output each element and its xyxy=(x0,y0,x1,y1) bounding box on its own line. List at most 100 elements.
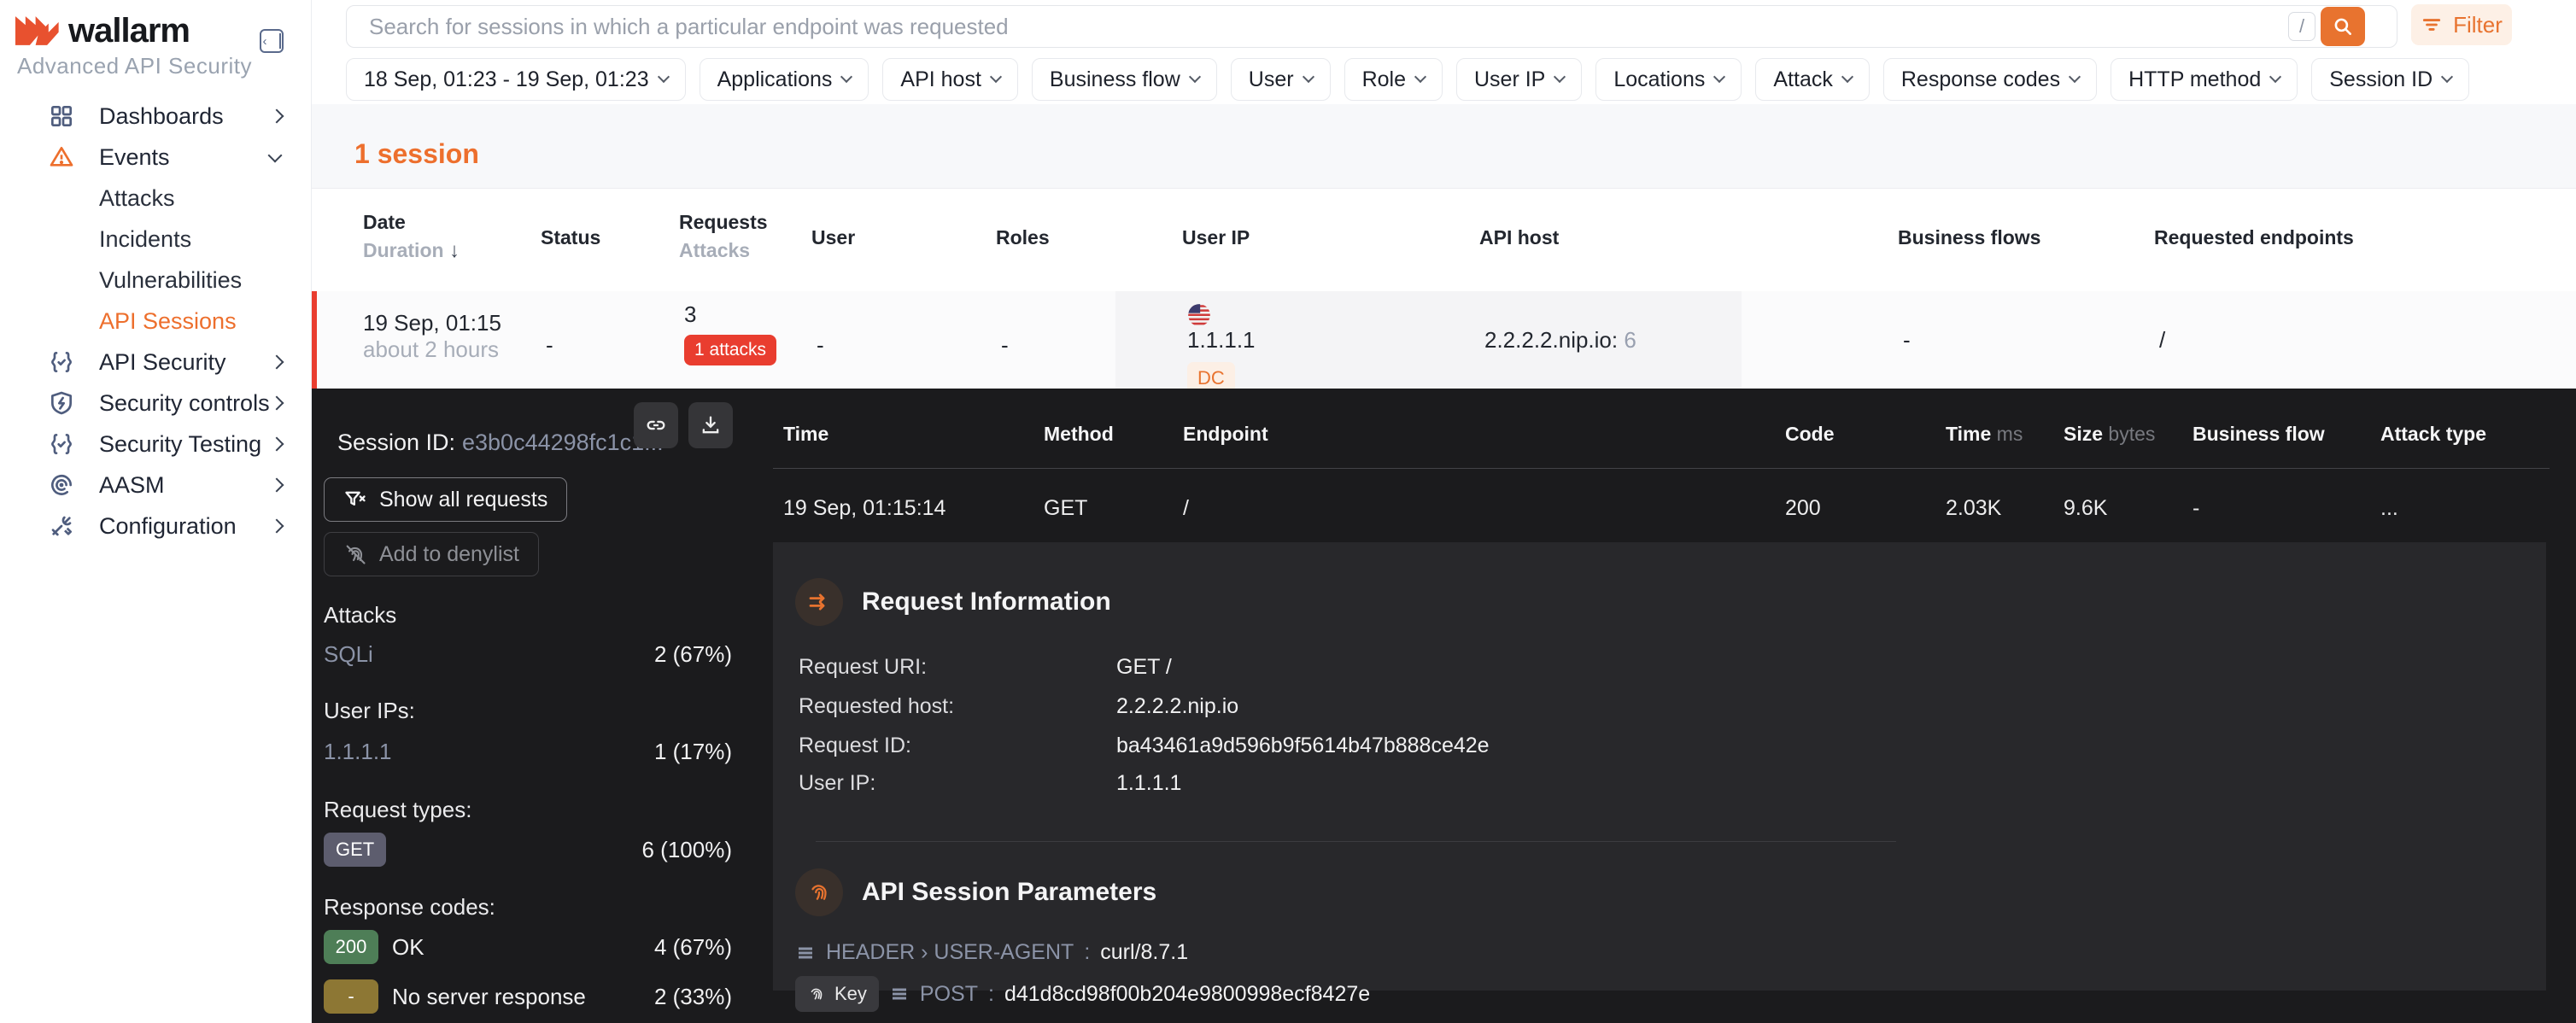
kv-label: User IP: xyxy=(799,771,876,795)
filter-pill-response-codes[interactable]: Response codes xyxy=(1882,58,2098,101)
sidebar-item-vulnerabilities[interactable]: Vulnerabilities xyxy=(0,260,312,301)
param-separator: : xyxy=(1084,940,1091,964)
sidebar-item-attacks[interactable]: Attacks xyxy=(0,178,312,219)
status-code-badge: 200 xyxy=(324,930,378,964)
download-button[interactable] xyxy=(688,402,733,448)
sidebar-item-aasm[interactable]: AASM xyxy=(0,465,312,506)
rq-cell-attack-type: ... xyxy=(2380,496,2398,520)
cell-api-host: 2.2.2.2.nip.io: 6 xyxy=(1484,327,1636,353)
col-header-sublabel: Attacks xyxy=(679,239,751,261)
attacks-badge[interactable]: 1 attacks xyxy=(684,335,777,365)
col-header-requested-endpoints[interactable]: Requested endpoints xyxy=(2154,226,2354,249)
param-path: HEADER › USER-AGENT xyxy=(826,940,1074,964)
chevron-right-icon xyxy=(269,354,284,370)
sidebar-item-configuration[interactable]: Configuration xyxy=(0,506,312,547)
kv-value: 1.1.1.1 xyxy=(1116,771,1182,795)
col-header-date[interactable]: Date Duration xyxy=(363,211,460,263)
rq-col-size: Size bytes xyxy=(2064,423,2156,445)
sidebar-item-security-testing[interactable]: Security Testing xyxy=(0,424,312,465)
divider xyxy=(816,841,1896,842)
fingerprint-icon xyxy=(795,868,843,916)
status-code-value: 4 (67%) xyxy=(653,933,732,960)
request-detail-panel: Request Information Request URI: GET / R… xyxy=(773,542,2546,1012)
filter-pill-date-range[interactable]: 18 Sep, 01:23 - 19 Sep, 01:23 xyxy=(346,58,686,101)
kv-label: Request URI: xyxy=(799,655,928,679)
col-header-roles[interactable]: Roles xyxy=(996,226,1050,249)
wallarm-logo[interactable]: wallarm xyxy=(15,9,190,53)
request-row[interactable]: 19 Sep, 01:15:14 GET / 200 2.03K 9.6K - … xyxy=(773,469,2550,552)
sidebar-item-dashboards[interactable]: Dashboards xyxy=(0,96,312,137)
filter-pill-session-id[interactable]: Session ID xyxy=(2311,58,2470,101)
sidebar-item-api-sessions[interactable]: API Sessions xyxy=(0,301,312,342)
us-flag-icon xyxy=(1188,304,1210,326)
user-ip-stat-row[interactable]: 1.1.1.1 1 (17%) xyxy=(324,739,732,765)
filter-pill-role[interactable]: Role xyxy=(1344,58,1443,101)
attack-value: 2 (67%) xyxy=(653,641,732,667)
filter-button-label: Filter xyxy=(2453,11,2503,38)
search-button[interactable] xyxy=(2321,7,2365,46)
col-header-label: User xyxy=(811,226,856,248)
sort-desc-icon[interactable] xyxy=(449,239,460,261)
sidebar-collapse-icon[interactable]: ‹ xyxy=(260,29,284,53)
cell-user-ip: 1.1.1.1 DC xyxy=(1187,303,1256,395)
col-header-api-host[interactable]: API host xyxy=(1479,226,1559,249)
show-all-requests-label: Show all requests xyxy=(379,487,548,512)
filter-pill-api-host[interactable]: API host xyxy=(882,58,1018,101)
session-param-row[interactable]: HEADER › USER-AGENT: curl/8.7.1 xyxy=(795,940,1188,965)
wallarm-logo-icon xyxy=(15,16,59,45)
col-header-requests[interactable]: Requests Attacks xyxy=(679,211,768,262)
key-badge: Key xyxy=(795,976,879,1012)
filter-pill-label: Attack xyxy=(1773,67,1833,91)
kv-label: Request ID: xyxy=(799,734,912,757)
filter-pill-user-ip[interactable]: User IP xyxy=(1455,58,1583,101)
sidebar-item-label: Events xyxy=(99,143,170,170)
filter-pill-applications[interactable]: Applications xyxy=(699,58,869,101)
sidebar-item-api-security[interactable]: API Security xyxy=(0,342,312,383)
col-header-user-ip[interactable]: User IP xyxy=(1182,226,1250,249)
kv-value: ba43461a9d596b9f5614b47b888ce42e xyxy=(1116,734,1490,757)
filter-button[interactable]: Filter xyxy=(2411,4,2512,45)
kv-label: Requested host: xyxy=(799,694,955,718)
show-all-requests-button[interactable]: Show all requests xyxy=(324,477,568,522)
sidebar-item-incidents[interactable]: Incidents xyxy=(0,219,312,260)
rq-col-business-flow: Business flow xyxy=(2193,423,2325,445)
sidebar-item-events[interactable]: Events xyxy=(0,137,312,178)
filter-pill-user[interactable]: User xyxy=(1230,58,1331,101)
copy-link-button[interactable] xyxy=(634,402,678,448)
param-value: d41d8cd98f00b204e9800998ecf8427e xyxy=(1004,981,1371,1006)
col-header-label: Status xyxy=(541,226,601,248)
col-header-status[interactable]: Status xyxy=(541,226,600,249)
attack-stat-row[interactable]: SQLi 2 (67%) xyxy=(324,641,732,668)
session-param-row[interactable]: Key POST: d41d8cd98f00b204e9800998ecf842… xyxy=(795,976,1370,1012)
sidebar-item-label: Vulnerabilities xyxy=(99,266,243,293)
filter-pill-attack[interactable]: Attack xyxy=(1755,58,1870,101)
requests-table: Time Method Endpoint Code Time ms Size b… xyxy=(773,423,2550,552)
search-input[interactable] xyxy=(346,5,2397,48)
request-type-stat-row[interactable]: GET 6 (100%) xyxy=(324,833,732,867)
session-id-value: e3b0c44298fc1c1... xyxy=(462,430,664,455)
keyboard-shortcut-hint: / xyxy=(2288,12,2315,41)
cell-business-flows: - xyxy=(1903,327,1911,353)
search-bar: / xyxy=(346,5,2397,48)
response-code-stat-row[interactable]: 200 OK 4 (67%) xyxy=(324,930,732,964)
col-header-user[interactable]: User xyxy=(811,226,855,249)
filter-pill-http-method[interactable]: HTTP method xyxy=(2111,58,2298,101)
brand-subtitle: Advanced API Security xyxy=(17,53,252,79)
layers-icon xyxy=(892,988,906,1000)
sidebar-item-security-controls[interactable]: Security controls xyxy=(0,383,312,424)
col-header-business-flows[interactable]: Business flows xyxy=(1898,226,2040,249)
filter-pill-business-flow[interactable]: Business flow xyxy=(1031,58,1217,101)
add-to-denylist-button[interactable]: Add to denylist xyxy=(324,532,539,576)
sidebar-item-label: Configuration xyxy=(99,512,237,539)
filter-pill-locations[interactable]: Locations xyxy=(1595,58,1742,101)
kv-request-uri: Request URI: GET / xyxy=(799,655,1994,680)
session-detail-panel: Session ID: e3b0c44298fc1c1... Show all … xyxy=(312,389,2576,1023)
filter-pill-label: Response codes xyxy=(1900,67,2061,91)
filter-pill-label: Business flow xyxy=(1049,67,1180,91)
unit-label: ms xyxy=(1996,423,2023,445)
api-host-count: 6 xyxy=(1624,327,1636,353)
chevron-right-icon xyxy=(269,108,284,124)
response-code-stat-row[interactable]: - No server response 2 (33%) xyxy=(324,979,732,1014)
